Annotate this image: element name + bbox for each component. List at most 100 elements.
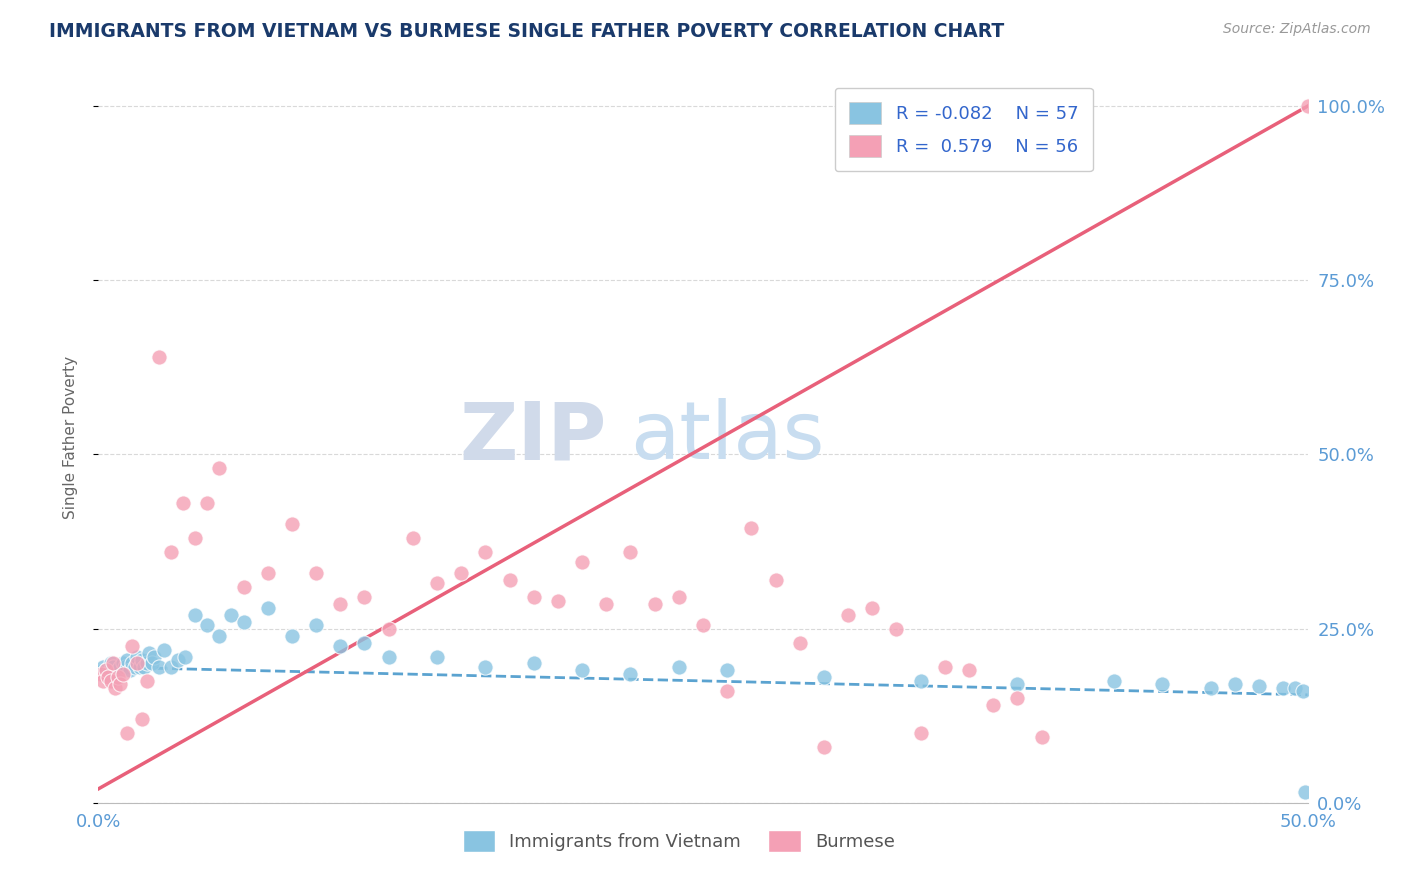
- Point: [1249, 679, 1271, 693]
- Point: [934, 660, 956, 674]
- Point: [127, 657, 149, 671]
- Point: [101, 660, 124, 674]
- Point: [910, 726, 932, 740]
- Legend: Immigrants from Vietnam, Burmese: Immigrants from Vietnam, Burmese: [456, 823, 903, 860]
- Point: [118, 664, 141, 678]
- Point: [377, 622, 399, 636]
- Point: [104, 667, 127, 681]
- Point: [571, 664, 593, 678]
- Point: [108, 677, 131, 691]
- Point: [619, 667, 641, 681]
- Point: [117, 726, 139, 740]
- Point: [127, 649, 149, 664]
- Point: [111, 657, 134, 671]
- Point: [1284, 681, 1306, 695]
- Point: [619, 545, 641, 559]
- Point: [305, 618, 328, 632]
- Point: [498, 573, 520, 587]
- Point: [111, 667, 134, 681]
- Point: [108, 660, 131, 674]
- Point: [148, 350, 170, 364]
- Point: [426, 649, 449, 664]
- Point: [910, 673, 932, 688]
- Point: [860, 600, 883, 615]
- Point: [1031, 730, 1053, 744]
- Point: [174, 649, 197, 664]
- Text: IMMIGRANTS FROM VIETNAM VS BURMESE SINGLE FATHER POVERTY CORRELATION CHART: IMMIGRANTS FROM VIETNAM VS BURMESE SINGL…: [49, 22, 1004, 41]
- Point: [114, 660, 136, 674]
- Point: [1007, 677, 1029, 691]
- Point: [402, 531, 425, 545]
- Point: [100, 657, 122, 671]
- Point: [107, 664, 129, 678]
- Point: [232, 580, 254, 594]
- Point: [547, 594, 569, 608]
- Point: [813, 670, 835, 684]
- Point: [1292, 684, 1315, 698]
- Point: [138, 646, 160, 660]
- Point: [94, 664, 117, 678]
- Point: [837, 607, 859, 622]
- Point: [668, 660, 690, 674]
- Point: [1199, 681, 1222, 695]
- Point: [329, 639, 352, 653]
- Point: [281, 517, 304, 532]
- Point: [256, 566, 278, 580]
- Point: [450, 566, 472, 580]
- Point: [148, 660, 170, 674]
- Point: [1223, 677, 1246, 691]
- Point: [97, 667, 120, 681]
- Point: [426, 576, 449, 591]
- Point: [141, 657, 163, 671]
- Point: [101, 657, 124, 671]
- Point: [765, 573, 787, 587]
- Point: [152, 642, 174, 657]
- Point: [143, 649, 166, 664]
- Point: [716, 664, 738, 678]
- Point: [377, 649, 399, 664]
- Point: [121, 657, 143, 671]
- Point: [160, 660, 183, 674]
- Point: [97, 670, 120, 684]
- Point: [692, 618, 714, 632]
- Point: [474, 545, 496, 559]
- Point: [117, 653, 139, 667]
- Point: [135, 657, 157, 671]
- Point: [886, 622, 908, 636]
- Point: [740, 521, 762, 535]
- Point: [128, 660, 150, 674]
- Text: atlas: atlas: [630, 398, 825, 476]
- Point: [1272, 681, 1295, 695]
- Point: [716, 684, 738, 698]
- Point: [135, 673, 157, 688]
- Point: [595, 597, 617, 611]
- Point: [167, 653, 190, 667]
- Point: [184, 607, 207, 622]
- Point: [353, 635, 375, 649]
- Point: [134, 660, 156, 674]
- Point: [981, 698, 1004, 713]
- Point: [571, 556, 593, 570]
- Point: [91, 673, 114, 688]
- Point: [789, 635, 811, 649]
- Text: ZIP: ZIP: [458, 398, 606, 476]
- Point: [813, 740, 835, 755]
- Point: [1296, 99, 1319, 113]
- Y-axis label: Single Father Poverty: Single Father Poverty: [63, 356, 77, 518]
- Point: [1007, 691, 1029, 706]
- Point: [195, 618, 218, 632]
- Point: [523, 591, 546, 605]
- Point: [474, 660, 496, 674]
- Point: [523, 657, 546, 671]
- Point: [281, 629, 304, 643]
- Point: [94, 664, 117, 678]
- Text: Source: ZipAtlas.com: Source: ZipAtlas.com: [1223, 22, 1371, 37]
- Point: [91, 660, 114, 674]
- Point: [124, 660, 146, 674]
- Point: [208, 629, 231, 643]
- Point: [353, 591, 375, 605]
- Point: [131, 653, 153, 667]
- Point: [90, 667, 112, 681]
- Point: [184, 531, 207, 545]
- Point: [221, 607, 243, 622]
